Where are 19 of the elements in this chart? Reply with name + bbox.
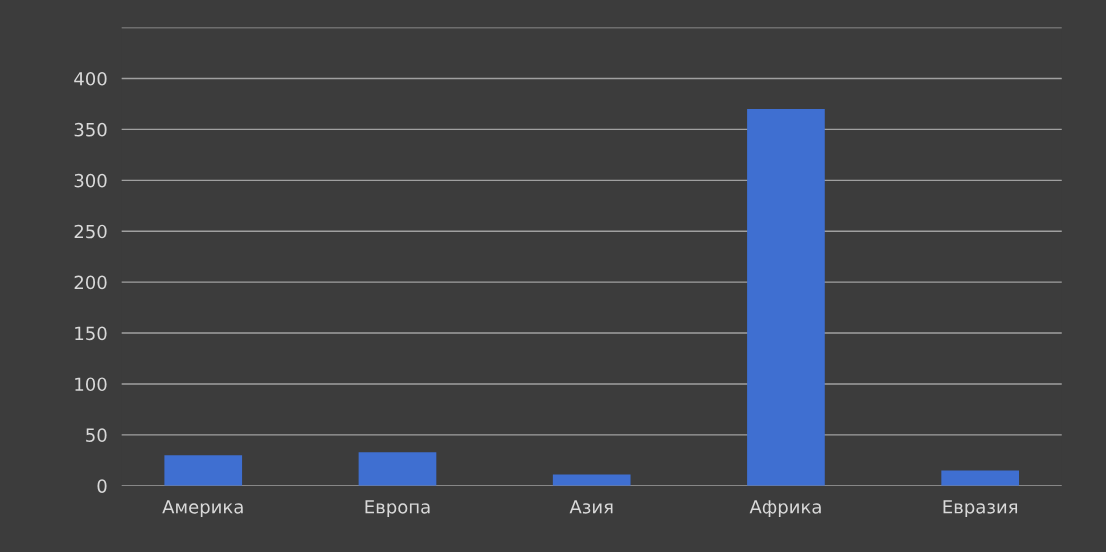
y-tick-label: 0 xyxy=(97,479,107,493)
y-tick-label: 400 xyxy=(74,71,107,86)
y-tick-label: 150 xyxy=(75,326,107,341)
bar xyxy=(747,109,825,486)
y-tick-label: 200 xyxy=(74,275,107,290)
bar xyxy=(941,470,1020,486)
y-tick-label: 100 xyxy=(75,377,107,392)
x-tick-label: Америка xyxy=(162,500,243,518)
y-tick-label: 300 xyxy=(74,173,107,188)
x-tick-label: Африка xyxy=(749,500,821,518)
y-tick-label: 350 xyxy=(74,122,107,137)
bar xyxy=(552,474,631,486)
y-tick-label: 250 xyxy=(74,224,107,239)
x-tick-label: Азия xyxy=(569,500,613,514)
bar xyxy=(164,455,243,486)
bar xyxy=(358,452,437,486)
x-tick-label: Европа xyxy=(365,500,430,518)
y-tick-label: 50 xyxy=(86,428,107,442)
x-tick-label: Евразия xyxy=(943,500,1018,518)
